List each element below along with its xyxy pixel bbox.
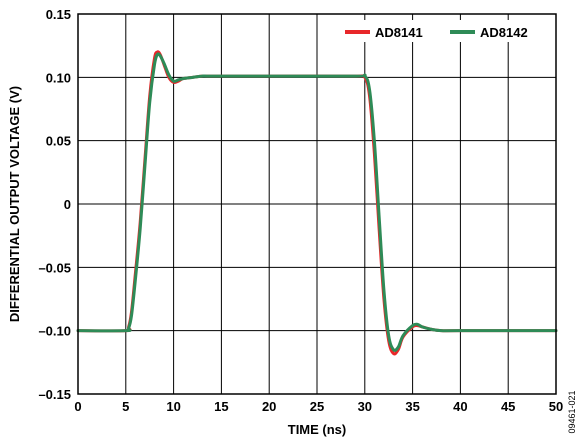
x-axis-title: TIME (ns) xyxy=(288,422,347,437)
y-tick-label: 0.10 xyxy=(46,70,71,85)
y-tick-label: –0.10 xyxy=(38,324,71,339)
y-tick-label: 0 xyxy=(64,197,71,212)
x-tick-label: 50 xyxy=(549,399,563,414)
legend: AD8141 AD8142 xyxy=(339,20,551,42)
series-line-ad8142 xyxy=(76,52,558,352)
tick-labels: 0 5 10 15 20 25 30 35 40 45 50 0.15 0.10 0.05 0 –0.05 –0… xyxy=(38,7,563,414)
figure-id: 09461-021 xyxy=(567,390,577,433)
x-tick-label: 45 xyxy=(501,399,515,414)
y-tick-label: –0.05 xyxy=(38,260,71,275)
y-tick-label: 0.05 xyxy=(46,134,71,149)
x-tick-label: 20 xyxy=(262,399,276,414)
x-tick-label: 10 xyxy=(166,399,180,414)
x-tick-label: 5 xyxy=(122,399,129,414)
x-tick-label: 25 xyxy=(310,399,324,414)
y-tick-label: –0.15 xyxy=(38,387,71,402)
series-layer xyxy=(76,50,558,356)
x-tick-label: 35 xyxy=(405,399,419,414)
x-tick-label: 40 xyxy=(453,399,467,414)
y-axis-title: DIFFERENTIAL OUTPUT VOLTAGE (V) xyxy=(7,86,22,322)
y-tick-label: 0.15 xyxy=(46,7,71,22)
x-tick-label: 30 xyxy=(358,399,372,414)
plot-frame xyxy=(77,13,557,395)
x-tick-label: 15 xyxy=(214,399,228,414)
legend-background xyxy=(339,20,551,42)
x-tick-label: 0 xyxy=(74,399,81,414)
legend-label-ad8142: AD8142 xyxy=(480,25,528,40)
grid xyxy=(77,13,557,395)
legend-label-ad8141: AD8141 xyxy=(375,25,423,40)
